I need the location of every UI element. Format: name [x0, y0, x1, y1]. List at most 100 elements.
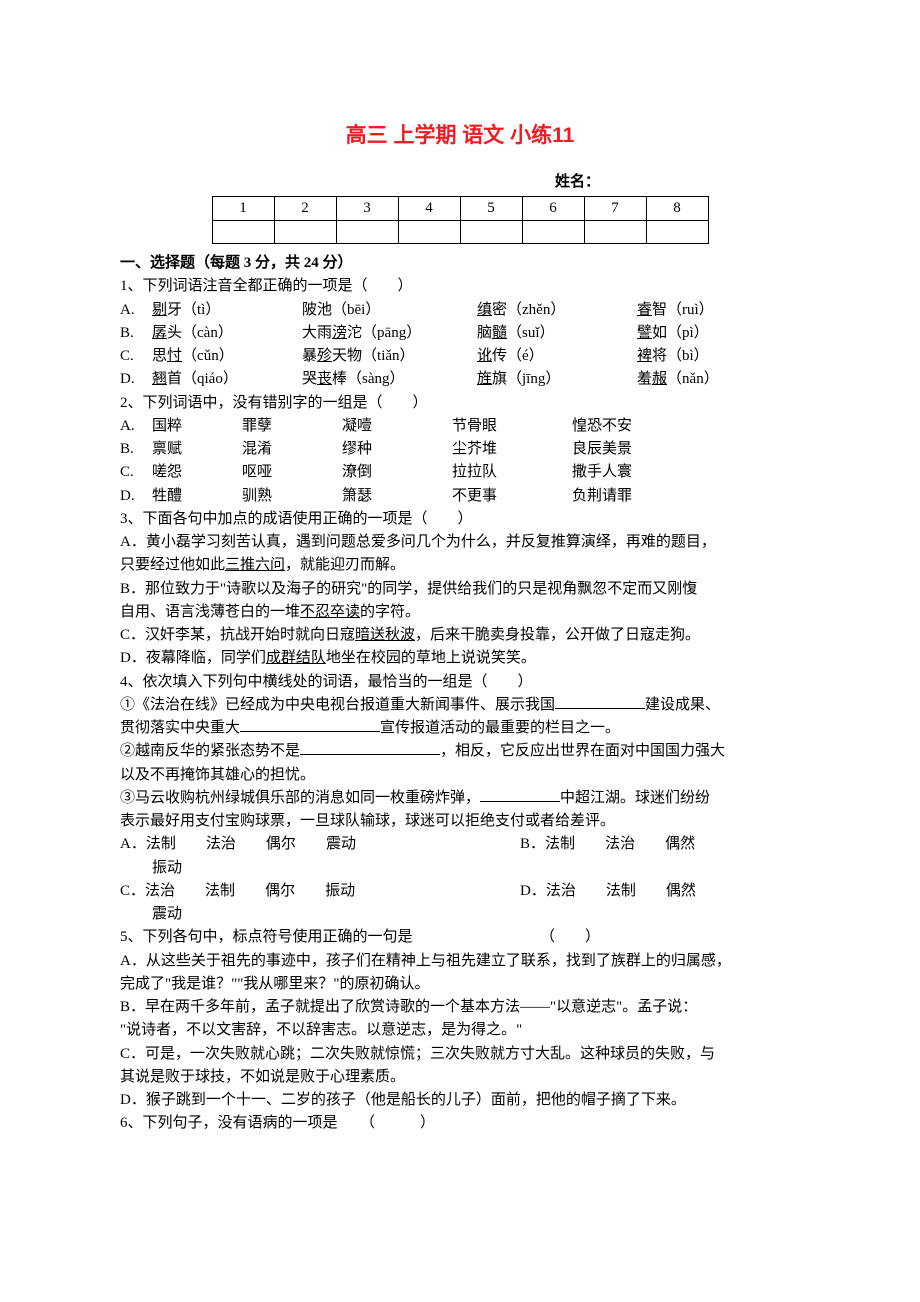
option-text: 驯熟: [242, 485, 342, 508]
option-text: 翘首（qiáo）: [152, 368, 302, 391]
answer-grid-blank-row: [212, 221, 708, 244]
option-text: 缪种: [342, 438, 452, 461]
answer-grid-header: 2: [274, 196, 336, 220]
blank: [480, 787, 560, 802]
q3-option-a-cont: 只要经过他如此三推六问，就能迎刃而解。: [120, 554, 800, 577]
q2-option-d: D. 牲醴 驯熟 箫瑟 不更事 负荆请罪: [120, 485, 800, 508]
blank: [240, 717, 380, 732]
option-label: D.: [120, 485, 152, 508]
option-text: 节骨眼: [452, 415, 572, 438]
answer-grid-cell[interactable]: [274, 221, 336, 244]
q4-option-b-cont: 振动: [152, 857, 800, 880]
option-text: 暴殄天物（tiǎn）: [302, 345, 477, 368]
answer-grid-header: 6: [522, 196, 584, 220]
q3-stem: 3、下面各句中加点的成语使用正确的一项是（ ）: [120, 508, 800, 531]
q4-sentence-3-cont: 表示最好用支付宝购球票，一旦球队输球，球迷可以拒绝支付或者给差评。: [120, 810, 800, 833]
answer-grid-header-row: 1 2 3 4 5 6 7 8: [212, 196, 708, 220]
answer-grid-cell[interactable]: [522, 221, 584, 244]
answer-grid-header: 5: [460, 196, 522, 220]
q5-option-c-cont: 其说是败于球技，不如说是败于心理素质。: [120, 1066, 800, 1089]
answer-grid-cell[interactable]: [460, 221, 522, 244]
option-text: 裨将（bì）: [637, 345, 777, 368]
q5-option-c: C．可是，一次失败就心跳；二次失败就惊慌；三次失败就方寸大乱。这种球员的失败，与: [120, 1043, 800, 1066]
answer-grid-header: 8: [646, 196, 708, 220]
q5-stem: 5、下列各句中，标点符号使用正确的一句是 （ ）: [120, 926, 800, 949]
answer-grid-header: 7: [584, 196, 646, 220]
q1-option-d: D. 翘首（qiáo） 哭丧棒（sàng） 旌旗（jīng） 羞赧（nǎn）: [120, 368, 800, 391]
q1-option-a: A. 剔牙（tì） 陂池（bēi） 缜密（zhěn） 睿智（ruì）: [120, 299, 800, 322]
q5-option-d: D．猴子跳到一个十一、二岁的孩子（他是船长的儿子）面前，把他的帽子摘了下来。: [120, 1089, 800, 1112]
option-label: C.: [120, 345, 152, 368]
option-text: 睿智（ruì）: [637, 299, 777, 322]
q4-sentence-2-cont: 以及不再掩饰其雄心的担忧。: [120, 764, 800, 787]
option-text: 混淆: [242, 438, 342, 461]
blank: [300, 740, 440, 755]
option-text: 脑髓（suǐ）: [477, 322, 637, 345]
section-header: 一、选择题（每题 3 分，共 24 分）: [120, 252, 800, 275]
answer-grid-cell[interactable]: [398, 221, 460, 244]
q3-option-a: A．黄小磊学习刻苦认真，遇到问题总爱多问几个为什么，并反复推算演绎，再难的题目，: [120, 531, 800, 554]
q4-option-d-cont: 震动: [152, 903, 800, 926]
option-text: 剔牙（tì）: [152, 299, 302, 322]
option-label: C.: [120, 461, 152, 484]
q4-stem: 4、依次填入下列句中横线处的词语，最恰当的一组是（ ）: [120, 671, 800, 694]
option-text: 哭丧棒（sàng）: [302, 368, 477, 391]
q5-option-b: B．早在两千多年前，孟子就提出了欣赏诗歌的一个基本方法——"以意逆志"。孟子说：: [120, 996, 800, 1019]
option-text: 陂池（bēi）: [302, 299, 477, 322]
answer-grid-cell[interactable]: [646, 221, 708, 244]
option-label: B.: [120, 322, 152, 345]
answer-grid-header: 3: [336, 196, 398, 220]
option-text: 惶恐不安: [572, 415, 640, 438]
option-text: 拉拉队: [452, 461, 572, 484]
option-text: 禀赋: [152, 438, 242, 461]
option-text: 撒手人寰: [572, 461, 640, 484]
option-text: 旌旗（jīng）: [477, 368, 637, 391]
answer-grid: 1 2 3 4 5 6 7 8: [212, 196, 709, 244]
q4-options-row2: C．法治 法制 偶尔 振动 D．法治 法制 偶然: [120, 880, 800, 903]
page-title: 高三 上学期 语文 小练11: [120, 120, 800, 153]
q4-sentence-1-cont: 贯彻落实中央重大宣传报道活动的最重要的栏目之一。: [120, 717, 800, 740]
q4-option-a: A．法制 法治 偶尔 震动: [120, 833, 460, 856]
answer-grid-header: 4: [398, 196, 460, 220]
option-text: 不更事: [452, 485, 572, 508]
q4-sentence-2: ②越南反华的紧张态势不是，相反，它反应出世界在面对中国国力强大: [120, 740, 800, 763]
q4-sentence-3: ③马云收购杭州绿城俱乐部的消息如同一枚重磅炸弹，中超江湖。球迷们纷纷: [120, 787, 800, 810]
answer-grid-header: 1: [212, 196, 274, 220]
q5-option-a: A．从这些关于祖先的事迹中，孩子们在精神上与祖先建立了联系，找到了族群上的归属感…: [120, 950, 800, 973]
option-text: 羞赧（nǎn）: [637, 368, 777, 391]
option-text: 负荆请罪: [572, 485, 640, 508]
q5-option-b-cont: "说诗者，不以文害辞，不以辞害志。以意逆志，是为得之。": [120, 1019, 800, 1042]
q2-option-c: C. 嗟怨 呕哑 潦倒 拉拉队 撒手人寰: [120, 461, 800, 484]
option-text: 思忖（cǔn）: [152, 345, 302, 368]
q2-option-b: B. 禀赋 混淆 缪种 尘芥堆 良辰美景: [120, 438, 800, 461]
q4-option-d: D．法治 法制 偶然: [460, 880, 696, 903]
option-label: B.: [120, 438, 152, 461]
option-text: 孱头（càn）: [152, 322, 302, 345]
option-text: 呕哑: [242, 461, 342, 484]
option-text: 尘芥堆: [452, 438, 572, 461]
q4-options-row1: A．法制 法治 偶尔 震动 B．法制 法治 偶然: [120, 833, 800, 856]
q4-option-c: C．法治 法制 偶尔 振动: [120, 880, 460, 903]
q1-stem: 1、下列词语注音全都正确的一项是（ ）: [120, 275, 800, 298]
option-text: 潦倒: [342, 461, 452, 484]
blank: [555, 694, 645, 709]
option-text: 凝噎: [342, 415, 452, 438]
q3-option-d: D．夜幕降临，同学们成群结队地坐在校园的草地上说说笑笑。: [120, 647, 800, 670]
answer-grid-cell[interactable]: [212, 221, 274, 244]
q2-option-a: A. 国粹 罪孽 凝噎 节骨眼 惶恐不安: [120, 415, 800, 438]
q2-stem: 2、下列词语中，没有错别字的一组是（ ）: [120, 392, 800, 415]
q5-option-a-cont: 完成了"我是谁？""我从哪里来？"的原初确认。: [120, 973, 800, 996]
q4-option-b: B．法制 法治 偶然: [460, 833, 695, 856]
answer-grid-cell[interactable]: [584, 221, 646, 244]
option-text: 罪孽: [242, 415, 342, 438]
q3-option-b: B．那位致力于"诗歌以及海子的研究"的同学，提供给我们的只是视角飘忽不定而又刚愎: [120, 578, 800, 601]
option-text: 嗟怨: [152, 461, 242, 484]
option-label: A.: [120, 415, 152, 438]
option-label: D.: [120, 368, 152, 391]
answer-grid-cell[interactable]: [336, 221, 398, 244]
option-text: 牲醴: [152, 485, 242, 508]
q6-stem: 6、下列句子，没有语病的一项是 （ ）: [120, 1112, 800, 1135]
q4-sentence-1: ①《法治在线》已经成为中央电视台报道重大新闻事件、展示我国建设成果、: [120, 694, 800, 717]
option-text: 讹传（é）: [477, 345, 637, 368]
q3-option-b-cont: 自用、语言浅薄苍白的一堆不忍卒读的字符。: [120, 601, 800, 624]
